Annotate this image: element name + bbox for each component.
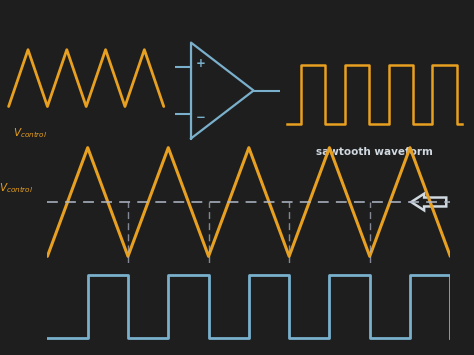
Text: +: + [196, 57, 206, 70]
Text: $\mathit{V}_{control}$: $\mathit{V}_{control}$ [13, 126, 48, 140]
Text: −: − [196, 111, 206, 124]
FancyArrow shape [411, 194, 446, 210]
Text: sawtooth waveform: sawtooth waveform [316, 147, 433, 157]
Text: $\mathit{V}_{control}$: $\mathit{V}_{control}$ [0, 181, 34, 195]
